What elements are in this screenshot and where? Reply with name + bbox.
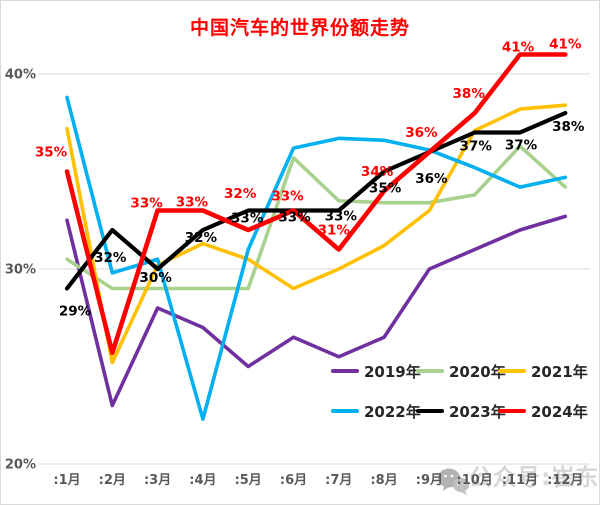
y-axis-label: 30%: [5, 263, 36, 278]
legend-swatch: [416, 409, 444, 413]
series-line-2019年: [65, 214, 568, 408]
chart-title: 中国汽车的世界份额走势: [189, 17, 410, 39]
legend-item-2020年: 2020年: [416, 362, 506, 381]
legend-item-2019年: 2019年: [331, 362, 421, 381]
x-axis-label: :9月: [416, 473, 443, 488]
legend-swatch: [416, 369, 444, 373]
x-axis-label: :3月: [144, 473, 171, 488]
x-axis-label: :6月: [280, 473, 307, 488]
x-axis-label: :8月: [370, 473, 397, 488]
x-axis-label: :11月: [502, 473, 538, 488]
data-label: 29%: [59, 304, 92, 320]
legend-item-2022年: 2022年: [331, 402, 421, 421]
x-axis-label: :10月: [457, 473, 493, 488]
data-label: 41%: [549, 37, 582, 53]
series-line-2024年: [64, 52, 568, 356]
data-label: 37%: [460, 139, 493, 155]
legend-swatch: [498, 369, 526, 373]
data-label: 38%: [552, 119, 585, 135]
legend-label: 2021年: [531, 362, 588, 381]
legend-label: 2023年: [449, 402, 506, 421]
data-label: 31%: [318, 223, 351, 239]
legend-label: 2020年: [449, 362, 506, 381]
x-axis-label: :5月: [235, 473, 262, 488]
legend-label: 2022年: [364, 402, 421, 421]
legend-swatch: [498, 409, 526, 413]
x-axis-label: :7月: [325, 473, 352, 488]
x-axis-label: :1月: [53, 473, 80, 488]
data-label: 41%: [502, 40, 535, 56]
data-label: 30%: [139, 270, 172, 286]
data-label: 34%: [361, 164, 394, 180]
x-axis-label: :4月: [189, 473, 216, 488]
legend-item-2023年: 2023年: [416, 402, 506, 421]
legend-label: 2019年: [364, 362, 421, 381]
data-label: 36%: [405, 125, 438, 141]
legend-label: 2024年: [531, 402, 588, 421]
y-axis-label: 20%: [5, 458, 36, 473]
data-label: 36%: [415, 171, 448, 187]
series-line-2021年: [65, 103, 568, 365]
series-line-2023年: [64, 110, 568, 291]
data-label: 35%: [35, 145, 68, 161]
legend-swatch: [331, 409, 359, 413]
data-label: 33%: [176, 195, 209, 211]
data-label: 33%: [271, 189, 304, 205]
data-label: 32%: [224, 186, 257, 202]
data-label: 33%: [325, 209, 358, 225]
legend-swatch: [331, 369, 359, 373]
data-label: 32%: [94, 250, 127, 266]
data-label: 33%: [278, 210, 311, 226]
x-axis-label: :12月: [547, 473, 583, 488]
data-label: 33%: [231, 211, 264, 227]
data-label: 33%: [130, 196, 163, 212]
legend-item-2021年: 2021年: [498, 362, 588, 381]
data-label: 32%: [185, 230, 218, 246]
data-label: 35%: [369, 181, 402, 197]
data-label: 38%: [453, 86, 486, 102]
y-axis-label: 40%: [5, 68, 36, 83]
series-line-2020年: [65, 144, 568, 291]
legend-item-2024年: 2024年: [498, 402, 588, 421]
data-label: 37%: [505, 138, 538, 154]
x-axis-label: :2月: [99, 473, 126, 488]
